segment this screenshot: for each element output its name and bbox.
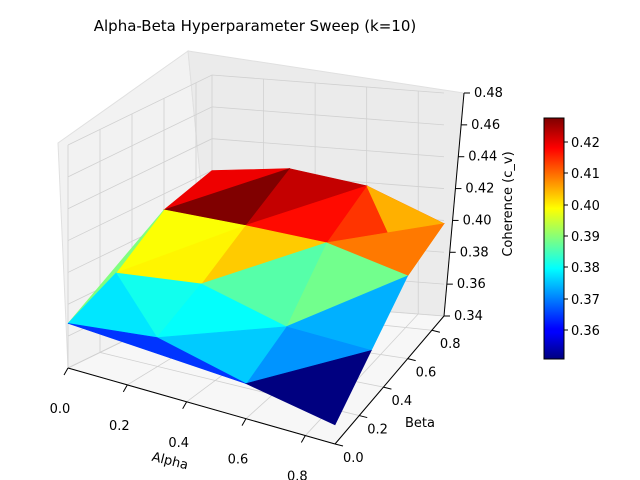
alpha-tick-label: 0.2: [109, 419, 130, 434]
alpha-tick-mark: [300, 435, 306, 443]
alpha-ticks: 0.0 0.2 0.4 0.6 0.8: [50, 367, 308, 480]
colorbar-tick-label: 0.37: [571, 293, 600, 308]
beta-tick-label: 0.8: [440, 337, 461, 352]
alpha-tick-mark: [241, 418, 247, 426]
coherence-tick-label: 0.46: [471, 118, 500, 133]
colorbar-tick-label: 0.42: [571, 136, 600, 151]
beta-tick-mark: [383, 386, 392, 390]
coherence-axis-label: Coherence (c_v): [501, 151, 516, 256]
alpha-axis-line: [67, 367, 336, 445]
alpha-tick-mark: [122, 384, 128, 393]
colorbar: [543, 117, 565, 360]
alpha-axis-label: Alpha: [150, 450, 189, 473]
beta-tick-mark: [431, 329, 441, 333]
colorbar-ticks: 0.36 0.37 0.38 0.39 0.40 0.41 0.42: [564, 136, 600, 339]
beta-tick-label: 0.2: [367, 423, 388, 438]
coherence-tick-label: 0.44: [468, 150, 497, 165]
alpha-tick-mark: [182, 401, 188, 410]
coherence-tick-label: 0.40: [463, 213, 492, 228]
beta-tick-label: 0.0: [343, 451, 364, 466]
coherence-tick-label: 0.34: [454, 309, 483, 324]
beta-axis-line: [334, 315, 445, 445]
beta-ticks: 0.00.20.4 0.60.8: [334, 329, 461, 466]
surface-triangle-0: [245, 349, 372, 426]
beta-tick-mark: [334, 443, 344, 447]
alpha-tick-label: 0.0: [50, 402, 71, 417]
colorbar-tick-label: 0.41: [571, 167, 600, 182]
alpha-tick-label: 0.6: [228, 453, 249, 468]
coherence-tick-label: 0.38: [460, 245, 489, 260]
alpha-tick-label: 0.4: [168, 436, 189, 451]
chart-title: Alpha-Beta Hyperparameter Sweep (k=10): [94, 17, 417, 35]
surface-triangles: [67, 168, 445, 426]
beta-axis-label: Beta: [405, 416, 435, 431]
beta-tick-label: 0.4: [391, 394, 412, 409]
alpha-tick-mark: [63, 367, 69, 376]
alpha-tick-label: 0.8: [287, 470, 308, 480]
coherence-tick-label: 0.48: [474, 86, 503, 101]
coherence-axis-line: [443, 92, 465, 317]
beta-tick-mark: [407, 358, 416, 362]
colorbar-tick-label: 0.40: [571, 199, 600, 214]
coherence-tick-label: 0.42: [465, 182, 494, 197]
beta-tick-label: 0.6: [416, 366, 437, 381]
beta-tick-mark: [359, 415, 368, 419]
coherence-ticks: 0.34 0.36 0.38 0.40 0.42 0.44 0.46 0.48: [444, 86, 503, 324]
colorbar-tick-label: 0.36: [571, 324, 600, 339]
axis-lines: [67, 92, 465, 445]
coherence-tick-label: 0.36: [457, 277, 486, 292]
colorbar-tick-label: 0.39: [571, 230, 600, 245]
colorbar-tick-label: 0.38: [571, 261, 600, 276]
surface-triangle-7: [67, 323, 247, 384]
